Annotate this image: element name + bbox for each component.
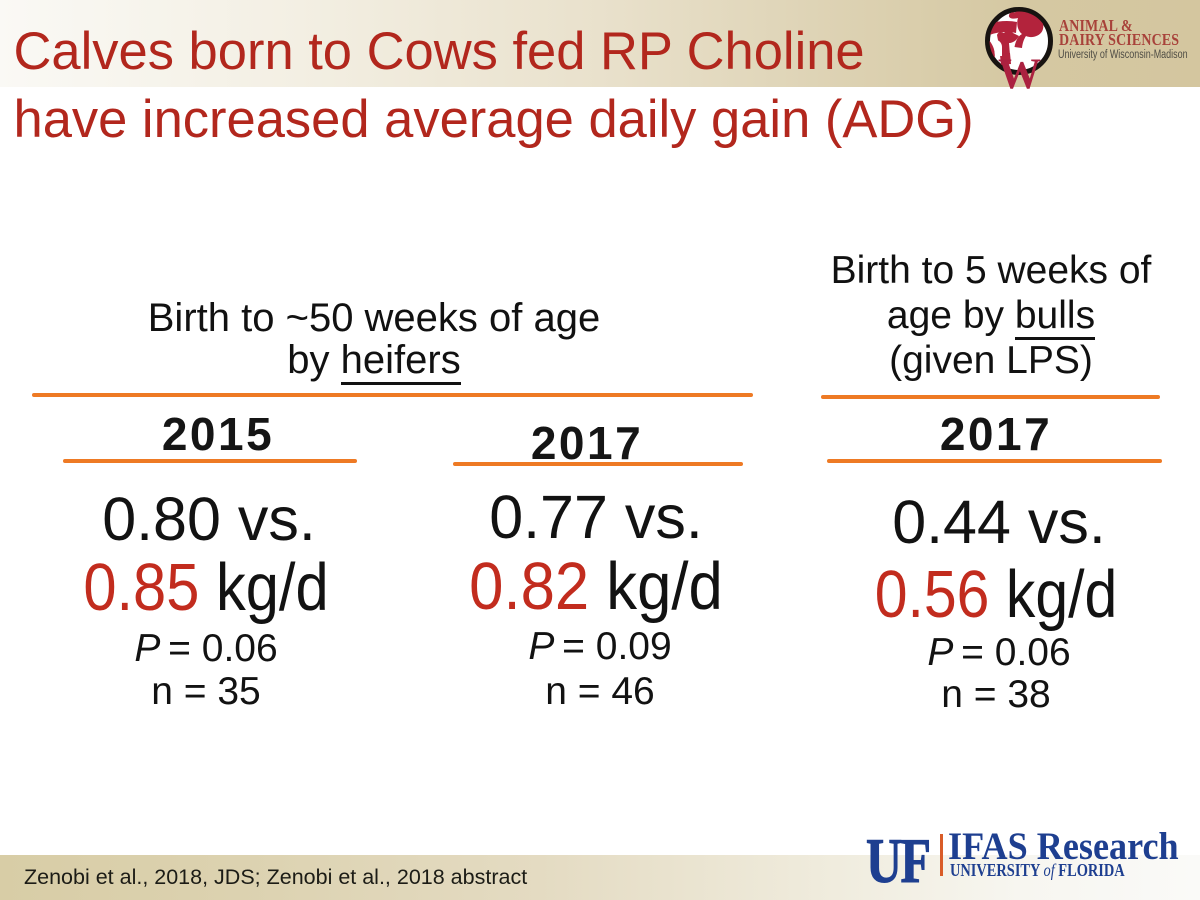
- svg-text:W: W: [998, 51, 1041, 95]
